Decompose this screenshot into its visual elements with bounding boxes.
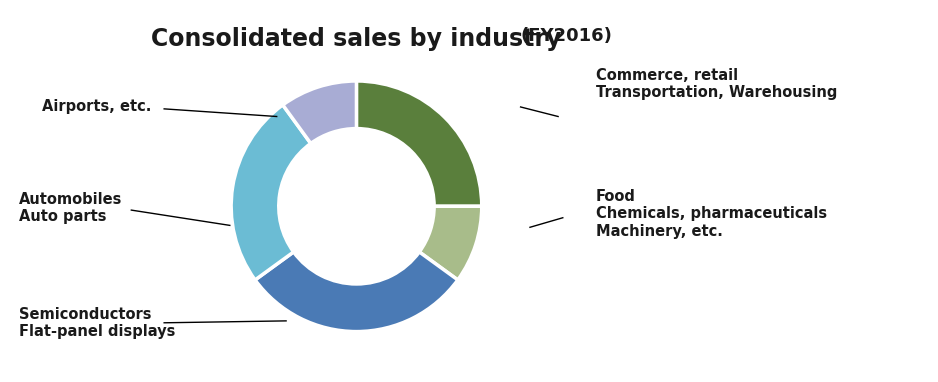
- Text: Semiconductors
Flat-panel displays: Semiconductors Flat-panel displays: [19, 307, 175, 339]
- Wedge shape: [356, 81, 482, 206]
- Wedge shape: [419, 206, 482, 280]
- Wedge shape: [231, 105, 310, 280]
- Wedge shape: [282, 81, 356, 143]
- Text: (FY2016): (FY2016): [521, 27, 613, 45]
- Text: Automobiles
Auto parts: Automobiles Auto parts: [19, 192, 122, 224]
- Text: Consolidated sales by industry: Consolidated sales by industry: [151, 27, 562, 51]
- Text: Commerce, retail
Transportation, Warehousing: Commerce, retail Transportation, Warehou…: [596, 68, 837, 100]
- Text: Food
Chemicals, pharmaceuticals
Machinery, etc.: Food Chemicals, pharmaceuticals Machiner…: [596, 189, 826, 239]
- Wedge shape: [255, 252, 458, 332]
- Text: Airports, etc.: Airports, etc.: [42, 99, 152, 115]
